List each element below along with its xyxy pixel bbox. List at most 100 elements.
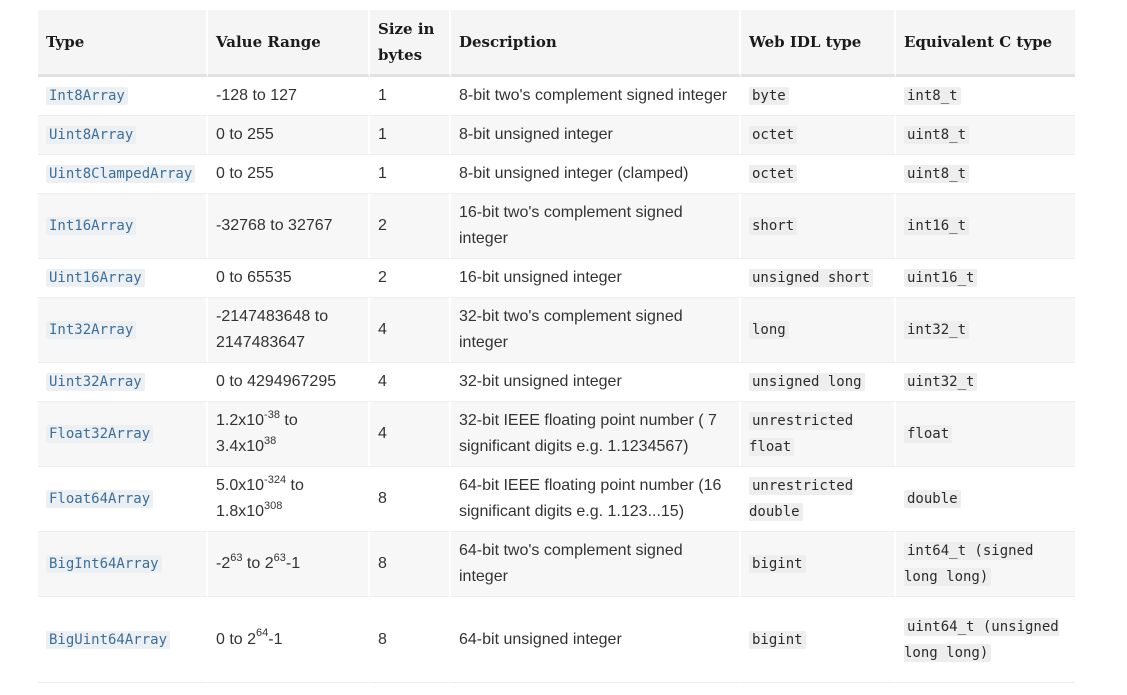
c-type-code: uint8_t xyxy=(904,165,970,183)
cell-size: 8 xyxy=(370,597,451,683)
header-type: Type xyxy=(38,10,208,77)
range-text: 0 to 255 xyxy=(216,126,274,143)
table-row: Uint32Array 0 to 4294967295 4 32-bit unsign… xyxy=(38,363,1075,402)
c-type-code: uint16_t xyxy=(904,269,978,287)
range-text: -32768 to 32767 xyxy=(216,217,333,234)
cell-webidl-type: octet xyxy=(741,116,896,155)
cell-value-range: 1.2x10-38 to 3.4x1038 xyxy=(208,402,370,467)
type-link[interactable]: Int16Array xyxy=(46,217,137,235)
range-text: to 1.8x10 xyxy=(216,477,304,520)
range-exponent: 63 xyxy=(273,551,286,564)
cell-description: 64-bit unsigned integer xyxy=(451,597,741,683)
cell-c-type: uint8_t xyxy=(896,116,1075,155)
webidl-code: byte xyxy=(749,87,789,105)
cell-c-type: uint32_t xyxy=(896,363,1075,402)
range-exponent: -38 xyxy=(264,408,280,421)
cell-type[interactable]: Float32Array xyxy=(38,402,208,467)
cell-size: 8 xyxy=(370,532,451,597)
range-text: 0 to 255 xyxy=(216,165,274,182)
cell-value-range: 0 to 4294967295 xyxy=(208,363,370,402)
table-row: Int16Array -32768 to 32767 2 16-bit two's c… xyxy=(38,194,1075,259)
range-exponent: 38 xyxy=(264,434,277,447)
cell-webidl-type: bigint xyxy=(741,532,896,597)
type-link[interactable]: Uint8ClampedArray xyxy=(46,165,196,183)
cell-size: 4 xyxy=(370,402,451,467)
cell-c-type: int32_t xyxy=(896,298,1075,363)
range-exponent: 63 xyxy=(230,551,243,564)
cell-size: 1 xyxy=(370,77,451,116)
cell-type[interactable]: BigInt64Array xyxy=(38,532,208,597)
c-type-code: int16_t xyxy=(904,217,970,235)
c-type-code: int32_t xyxy=(904,321,970,339)
cell-type[interactable]: Uint32Array xyxy=(38,363,208,402)
table-body: Int8Array -128 to 127 1 8-bit two's complem… xyxy=(38,77,1075,683)
cell-type[interactable]: Int32Array xyxy=(38,298,208,363)
cell-size: 4 xyxy=(370,363,451,402)
cell-description: 64-bit two's complement signed integer xyxy=(451,532,741,597)
range-text: -1 xyxy=(268,630,283,648)
cell-c-type: int8_t xyxy=(896,77,1075,116)
cell-description: 8-bit unsigned integer xyxy=(451,116,741,155)
cell-webidl-type: unsigned short xyxy=(741,259,896,298)
type-link[interactable]: Uint8Array xyxy=(46,126,137,144)
type-link[interactable]: BigInt64Array xyxy=(46,555,162,573)
c-type-code: double xyxy=(904,490,961,508)
cell-type[interactable]: BigUint64Array xyxy=(38,597,208,683)
range-text: 0 to 2 xyxy=(216,630,257,648)
cell-type[interactable]: Int16Array xyxy=(38,194,208,259)
range-text: to 3.4x10 xyxy=(216,412,298,455)
cell-type[interactable]: Float64Array xyxy=(38,467,208,532)
c-type-code: int8_t xyxy=(904,87,961,105)
webidl-code: unrestricted double xyxy=(749,477,854,521)
range-text: -2 xyxy=(216,555,231,572)
range-exponent: 308 xyxy=(264,499,283,512)
cell-description: 16-bit unsigned integer xyxy=(451,259,741,298)
range-text: 1.2x10 xyxy=(216,412,265,429)
cell-value-range: -32768 to 32767 xyxy=(208,194,370,259)
cell-type[interactable]: Int8Array xyxy=(38,77,208,116)
header-webidl-type: Web IDL type xyxy=(741,10,896,77)
type-link[interactable]: Int8Array xyxy=(46,87,128,105)
cell-size: 2 xyxy=(370,194,451,259)
cell-webidl-type: bigint xyxy=(741,597,896,683)
cell-value-range: -263 to 263-1 xyxy=(208,532,370,597)
typed-array-table-container: Type Value Range Size in bytes Descripti… xyxy=(38,10,1075,683)
type-link[interactable]: Float64Array xyxy=(46,490,154,508)
cell-webidl-type: unsigned long xyxy=(741,363,896,402)
table-row: BigInt64Array -263 to 263-1 8 64-bit two's … xyxy=(38,532,1075,597)
table-row: BigUint64Array 0 to 264-1 8 64-bit unsigned… xyxy=(38,597,1075,683)
webidl-code: bigint xyxy=(749,630,806,649)
webidl-code: bigint xyxy=(749,555,806,573)
cell-description: 8-bit unsigned integer (clamped) xyxy=(451,155,741,194)
range-text: 5.0x10 xyxy=(216,477,265,494)
webidl-code: unsigned long xyxy=(749,373,865,391)
type-link[interactable]: Uint32Array xyxy=(46,373,145,391)
table-row: Uint8ClampedArray 0 to 255 1 8-bit unsigned… xyxy=(38,155,1075,194)
table-row: Int32Array -2147483648 to 2147483647 4 32-b… xyxy=(38,298,1075,363)
type-link[interactable]: Int32Array xyxy=(46,321,137,339)
header-value-range: Value Range xyxy=(208,10,370,77)
cell-value-range: -128 to 127 xyxy=(208,77,370,116)
cell-c-type: double xyxy=(896,467,1075,532)
c-type-code: int64_t (signed long long) xyxy=(904,542,1034,586)
type-link[interactable]: Float32Array xyxy=(46,425,154,443)
cell-size: 4 xyxy=(370,298,451,363)
cell-value-range: -2147483648 to 2147483647 xyxy=(208,298,370,363)
cell-description: 32-bit unsigned integer xyxy=(451,363,741,402)
webidl-code: unsigned short xyxy=(749,269,874,287)
type-link[interactable]: Uint16Array xyxy=(46,269,145,287)
cell-description: 32-bit two's complement signed integer xyxy=(451,298,741,363)
cell-type[interactable]: Uint8Array xyxy=(38,116,208,155)
cell-type[interactable]: Uint8ClampedArray xyxy=(38,155,208,194)
range-text: 0 to 4294967295 xyxy=(216,373,337,390)
cell-description: 32-bit IEEE floating point number ( 7 si… xyxy=(451,402,741,467)
type-link[interactable]: BigUint64Array xyxy=(46,630,171,649)
range-text: -128 to 127 xyxy=(216,87,297,104)
cell-type[interactable]: Uint16Array xyxy=(38,259,208,298)
range-exponent: -324 xyxy=(264,473,287,486)
webidl-code: octet xyxy=(749,165,798,183)
c-type-code: uint64_t (unsigned long long) xyxy=(904,617,1059,662)
c-type-code: float xyxy=(904,425,953,443)
typed-array-table: Type Value Range Size in bytes Descripti… xyxy=(38,10,1075,683)
range-text: to 2 xyxy=(242,555,274,572)
